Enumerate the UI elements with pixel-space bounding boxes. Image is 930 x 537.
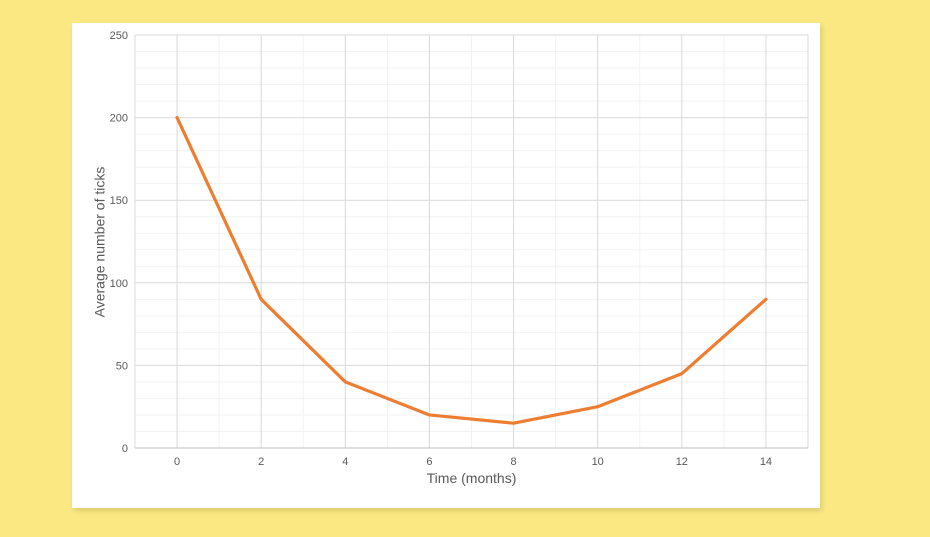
x-tick-label: 8: [511, 456, 517, 468]
x-tick-label: 14: [760, 456, 772, 468]
series-line-average-number-of-ticks: [175, 115, 768, 425]
x-tick-label: 10: [592, 456, 604, 468]
chart-card: 0 50 100 150 200 250 0 2 4 6 8 10 12 14 Average numbe…: [72, 23, 820, 508]
x-tick-label: 4: [342, 456, 348, 468]
y-tick-label: 50: [116, 360, 128, 372]
y-tick-label: 100: [110, 278, 128, 290]
y-tick-label: 250: [110, 30, 128, 42]
minor-gridlines: [135, 35, 808, 448]
x-tick-label: 12: [676, 456, 688, 468]
line-chart: 0 50 100 150 200 250 0 2 4 6 8 10 12 14: [110, 30, 809, 468]
y-tick-label: 0: [122, 443, 128, 455]
x-tick-label: 2: [258, 456, 264, 468]
y-tick-label: 150: [110, 195, 128, 207]
x-tick-label: 0: [174, 456, 180, 468]
x-tick-label: 6: [426, 456, 432, 468]
y-tick-label: 200: [110, 113, 128, 125]
major-gridlines: [134, 34, 809, 448]
tick-labels: 0 50 100 150 200 250 0 2 4 6 8 10 12 14: [110, 30, 772, 468]
